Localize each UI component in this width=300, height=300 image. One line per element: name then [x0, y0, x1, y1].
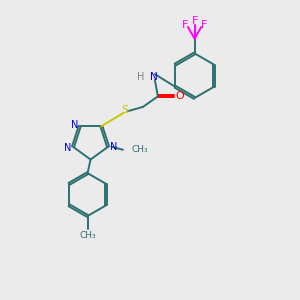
Text: N: N — [64, 143, 71, 153]
Text: F: F — [191, 16, 198, 26]
Text: H: H — [137, 71, 145, 82]
Text: F: F — [182, 20, 188, 31]
Text: N: N — [149, 71, 157, 82]
Text: F: F — [201, 20, 207, 31]
Text: N: N — [71, 120, 78, 130]
Text: CH₃: CH₃ — [131, 145, 148, 154]
Text: N: N — [110, 142, 117, 152]
Text: O: O — [176, 92, 184, 101]
Text: CH₃: CH₃ — [79, 231, 96, 240]
Text: S: S — [122, 105, 129, 115]
